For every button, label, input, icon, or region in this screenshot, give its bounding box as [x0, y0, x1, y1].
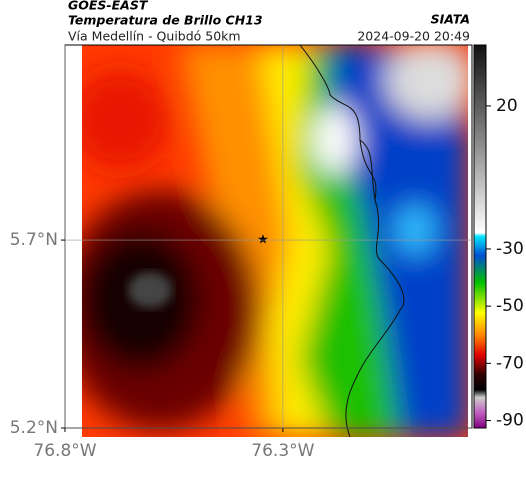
- x-tick-label: 76.3°W: [251, 441, 314, 461]
- x-tick-label: 76.8°W: [33, 441, 96, 461]
- source: GOES-EAST: [68, 0, 149, 13]
- brightness-image: [82, 45, 468, 437]
- colorbar-tick-label: -30: [496, 239, 524, 259]
- credit: SIATA: [431, 12, 470, 27]
- y-tick-label: 5.7°N: [10, 230, 58, 250]
- title: Temperatura de Brillo CH13: [68, 13, 263, 28]
- timestamp: 2024-09-20 20:49: [357, 29, 470, 44]
- colorbar-tick-label: -50: [496, 296, 524, 316]
- colorbar-tick-label: 20: [496, 96, 518, 116]
- y-tick-label: 5.2°N: [10, 418, 58, 438]
- colorbar-tick-label: -70: [496, 353, 524, 373]
- colorbar: [473, 44, 487, 429]
- subtitle: Vía Medellín - Quibdó 50km: [68, 29, 241, 44]
- colorbar-tick-label: -90: [496, 411, 524, 431]
